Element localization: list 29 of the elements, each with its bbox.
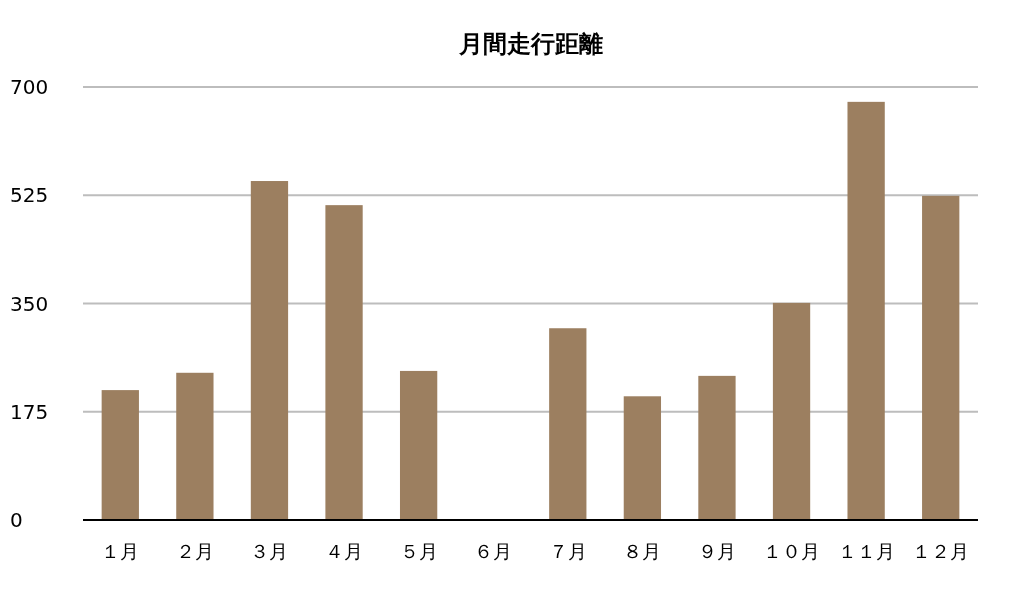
bar — [549, 328, 587, 520]
x-tick-label: ２月 — [175, 540, 214, 562]
bar — [399, 370, 438, 520]
x-tick-label: ４月 — [325, 540, 364, 562]
bar — [176, 372, 214, 520]
x-tick-label: １月 — [101, 540, 140, 562]
x-tick-label: ３月 — [250, 540, 289, 562]
bar — [922, 195, 960, 520]
x-tick-label: ９月 — [697, 540, 736, 562]
bar — [325, 205, 363, 520]
y-tick-label: 0 — [10, 508, 23, 532]
y-tick-label: 700 — [10, 75, 49, 99]
x-tick-label: ５月 — [399, 540, 438, 562]
x-tick-label: ６月 — [474, 540, 513, 562]
y-tick-label: 350 — [10, 291, 49, 316]
bar — [250, 181, 289, 520]
x-tick-label: ８月 — [623, 540, 662, 562]
x-tick-label: １２月 — [912, 540, 970, 562]
x-tick-label: １０月 — [763, 540, 821, 562]
bar — [772, 302, 811, 520]
y-tick-label: 525 — [10, 183, 49, 208]
chart-title: 月間走行距離 — [457, 30, 603, 58]
bar — [623, 396, 662, 520]
x-tick-label: ７月 — [548, 540, 587, 562]
bar — [847, 101, 885, 520]
x-tick-label: １１月 — [837, 540, 895, 562]
bar — [101, 390, 139, 520]
y-tick-label: 175 — [10, 399, 49, 424]
bar — [698, 375, 736, 520]
